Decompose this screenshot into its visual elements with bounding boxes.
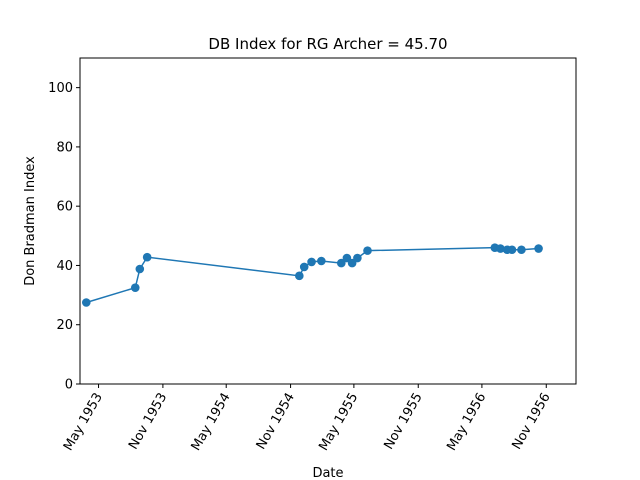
- data-point: [363, 246, 372, 255]
- chart-title: DB Index for RG Archer = 45.70: [208, 35, 447, 53]
- y-axis-title: Don Bradman Index: [23, 156, 38, 286]
- y-axis-ticks: 0 20 40 60 80 100: [48, 81, 80, 393]
- data-point: [295, 271, 304, 281]
- x-axis-title: Date: [312, 466, 343, 480]
- data-point: [336, 258, 346, 268]
- data-point: [353, 253, 362, 263]
- data-point: [307, 257, 316, 267]
- y-tick-label: 80: [56, 140, 73, 155]
- data-point: [496, 244, 505, 253]
- data-point: [81, 298, 91, 307]
- plot-frame: [79, 57, 577, 385]
- data-point: [299, 262, 309, 272]
- y-tick-label: 60: [56, 200, 73, 215]
- data-point: [317, 256, 326, 266]
- data-point: [517, 245, 526, 255]
- y-tick-label: 40: [56, 259, 73, 274]
- data-point: [507, 245, 517, 255]
- series-layer: [81, 243, 543, 307]
- y-tick-label: 20: [56, 318, 73, 333]
- y-tick-label: 100: [48, 81, 73, 96]
- data-point: [135, 264, 145, 274]
- data-point: [142, 252, 152, 262]
- y-tick-label: 0: [65, 378, 73, 393]
- data-point: [130, 283, 140, 292]
- data-point: [534, 244, 543, 253]
